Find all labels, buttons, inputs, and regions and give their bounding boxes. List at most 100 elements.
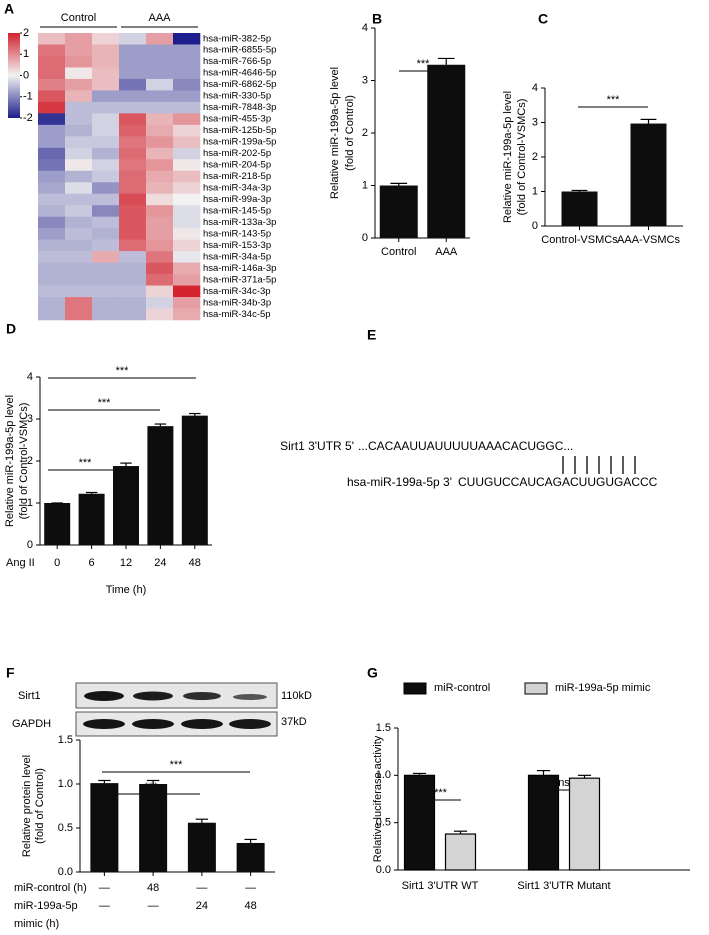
heatmap-cell [38, 262, 66, 275]
y-axis-label: Relative luciferase activity [372, 735, 384, 862]
heatmap-cell [146, 297, 174, 309]
heatmap-cell [146, 205, 174, 217]
heatmap-cell [173, 44, 201, 57]
row-label: hsa-miR-202-5p [203, 148, 271, 159]
blot-band [83, 719, 125, 729]
bar [379, 185, 418, 238]
significance-label: *** [607, 94, 621, 106]
blot-band [183, 692, 221, 700]
x-tick-label: 24 [154, 557, 166, 569]
heatmap-cell [65, 251, 93, 263]
bar [403, 774, 436, 871]
heatmap-cell [92, 44, 120, 57]
heatmap-cell [38, 205, 66, 217]
row-label: hsa-miR-330-5p [203, 91, 271, 102]
panel-label: A [4, 1, 14, 17]
condition-cell: — [99, 900, 110, 912]
heatmap-cell [38, 78, 66, 91]
heatmap-cell [38, 182, 66, 195]
x-tick-label: Control [381, 246, 416, 258]
heatmap-cell [92, 193, 120, 206]
heatmap-cell [119, 101, 147, 114]
heatmap-cell [65, 262, 93, 275]
blot-band [229, 719, 271, 729]
heatmap-cell [173, 113, 201, 126]
heatmap-cell [65, 33, 93, 45]
heatmap-cell [119, 216, 147, 229]
row-label: hsa-miR-204-5p [203, 160, 271, 171]
panel-label: E [367, 327, 376, 343]
row-label: hsa-miR-382-5p [203, 33, 271, 44]
heatmap-cell [119, 67, 147, 80]
y-tick-label: 3 [362, 74, 368, 86]
blot-label: Sirt1 [18, 690, 41, 702]
legend-swatch [524, 682, 548, 695]
heatmap-cell [65, 285, 93, 298]
heatmap-cell [92, 182, 120, 195]
heatmap-cell [65, 147, 93, 160]
panel-label: G [367, 665, 378, 681]
heatmap-cell [146, 308, 174, 321]
y-tick-label: 3 [532, 116, 538, 128]
heatmap-cell [173, 90, 201, 103]
heatmap-cell [119, 170, 147, 183]
heatmap-cell [92, 251, 120, 263]
heatmap-cell [119, 262, 147, 275]
heatmap-cell [119, 205, 147, 217]
heatmap-cell [38, 67, 66, 80]
condition-cell: — [245, 882, 256, 894]
panel-label: C [538, 11, 548, 27]
legend-label: miR-199a-5p mimic [555, 682, 651, 694]
heatmap-cell [65, 239, 93, 252]
heatmap-cell [119, 147, 147, 160]
blot-band [233, 694, 267, 700]
heatmap-cell [38, 124, 66, 137]
condition-cell: 48 [147, 882, 159, 894]
heatmap-cell [173, 228, 201, 240]
base-pairs [562, 456, 636, 474]
y-axis-label: (fold of Control) [34, 768, 46, 844]
y-tick-label: 1.0 [58, 778, 73, 790]
heatmap-cell [38, 101, 66, 114]
heatmap-cell [38, 239, 66, 252]
blot-band [132, 719, 174, 729]
heatmap-cell [146, 101, 174, 114]
row-label: hsa-miR-125b-5p [203, 125, 276, 136]
row-label: hsa-miR-153-3p [203, 240, 271, 251]
heatmap-cell [119, 297, 147, 309]
heatmap-cell [173, 33, 201, 45]
significance-label: *** [116, 365, 130, 377]
heatmap-cell [92, 228, 120, 240]
blot-label: GAPDH [12, 718, 51, 730]
heatmap-cell [146, 274, 174, 286]
row-label: hsa-miR-766-5p [203, 56, 271, 67]
y-tick-label: 1.0 [376, 769, 391, 781]
legend-label: miR-control [434, 682, 490, 694]
x-tick-label: 12 [120, 557, 132, 569]
heatmap-cell [65, 67, 93, 80]
bar [568, 777, 601, 871]
heatmap-cell [38, 44, 66, 57]
heatmap-cell [146, 216, 174, 229]
heatmap-cell [38, 308, 66, 321]
heatmap-cell [92, 170, 120, 183]
y-axis-label: Relative miR-199a-5p level [4, 395, 16, 527]
heatmap-cell [38, 55, 66, 68]
condition-cell: 24 [196, 900, 208, 912]
heatmap-cell [173, 274, 201, 286]
heatmap-cell [146, 262, 174, 275]
heatmap-cell [92, 33, 120, 45]
y-tick-label: 0 [27, 539, 33, 551]
y-tick-label: 0.0 [376, 864, 391, 876]
heatmap-cell [92, 262, 120, 275]
x-axis-label: Time (h) [106, 584, 147, 596]
colorbar-tick-label: 0 [23, 69, 29, 81]
heatmap-cell [65, 182, 93, 195]
heatmap-cell [119, 285, 147, 298]
y-tick-label: 2 [362, 127, 368, 139]
x-tick-label: 0 [54, 557, 60, 569]
heatmap-cell [173, 308, 201, 321]
heatmap-cell [119, 308, 147, 321]
significance-label: ns [558, 777, 570, 789]
heatmap-cell [119, 55, 147, 68]
